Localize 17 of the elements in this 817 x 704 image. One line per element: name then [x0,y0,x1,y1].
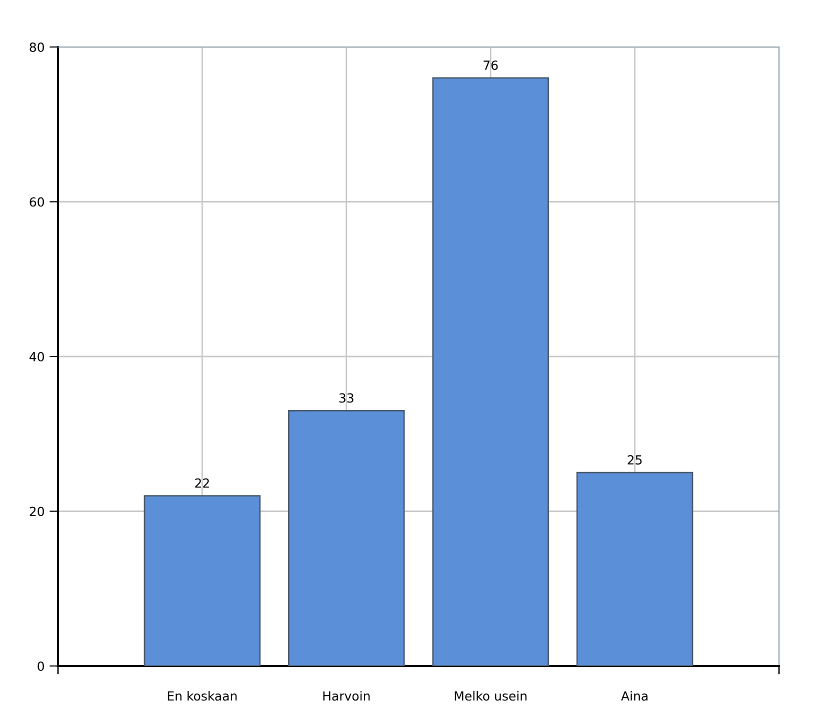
y-tick-label: 60 [30,197,44,207]
x-tick-label: En koskaan [168,691,237,701]
bar [144,495,261,666]
data-label: 22 [195,478,209,488]
bar [576,472,694,666]
data-label: 76 [484,60,498,70]
y-tick-label: 20 [30,506,44,516]
y-tick-label: 40 [30,352,44,362]
x-tick-label: Aina [621,691,648,701]
y-tick-label: 0 [38,661,44,671]
data-label: 33 [339,393,354,403]
x-tick-label: Harvoin [323,691,370,701]
x-tick-label: Melko usein [454,691,526,701]
bar [288,410,405,666]
data-label: 25 [628,455,642,465]
bar [432,77,549,666]
y-tick-label: 80 [30,42,44,52]
